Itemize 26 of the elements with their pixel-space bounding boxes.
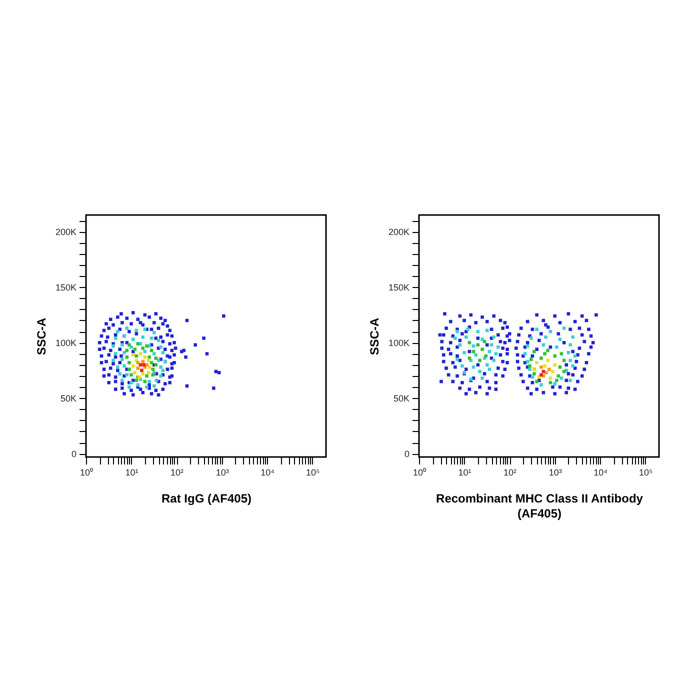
x-tick-label: 10⁵ xyxy=(306,468,320,478)
x-tick-label: 10⁴ xyxy=(594,468,608,478)
x-tick-label: 10⁰ xyxy=(412,468,426,478)
x-axis-title: Recombinant MHC Class II Antibody (AF405) xyxy=(436,492,644,520)
y-tick-label: 0 xyxy=(71,449,76,460)
y-tick-label: 0 xyxy=(404,449,410,460)
y-tick-label: 200K xyxy=(55,227,76,238)
y-tick-label: 100K xyxy=(388,338,410,348)
x-tick-label: 10³ xyxy=(548,468,562,478)
y-tick-label: 50K xyxy=(393,394,410,404)
y-axis-title: SSC-A xyxy=(367,318,382,356)
x-tick-label: 10¹ xyxy=(125,468,138,478)
x-tick-label: 10⁴ xyxy=(260,468,275,478)
y-tick-label: 50K xyxy=(60,394,76,404)
x-tick-label: 10¹ xyxy=(458,468,472,478)
y-tick-label: 200K xyxy=(388,227,410,238)
x-tick-label: 10² xyxy=(504,468,517,478)
x-axis-title: Rat IgG (AF405) xyxy=(161,492,252,506)
y-tick-label: 100K xyxy=(55,338,76,348)
x-tick-label: 10³ xyxy=(216,468,229,478)
y-tick-label: 150K xyxy=(55,282,76,293)
y-tick-label: 150K xyxy=(388,282,410,293)
x-tick-label: 10⁵ xyxy=(638,468,654,478)
x-tick-label: 10⁰ xyxy=(80,468,94,478)
x-tick-label: 10² xyxy=(170,468,184,478)
y-axis-title: SSC-A xyxy=(34,318,48,356)
